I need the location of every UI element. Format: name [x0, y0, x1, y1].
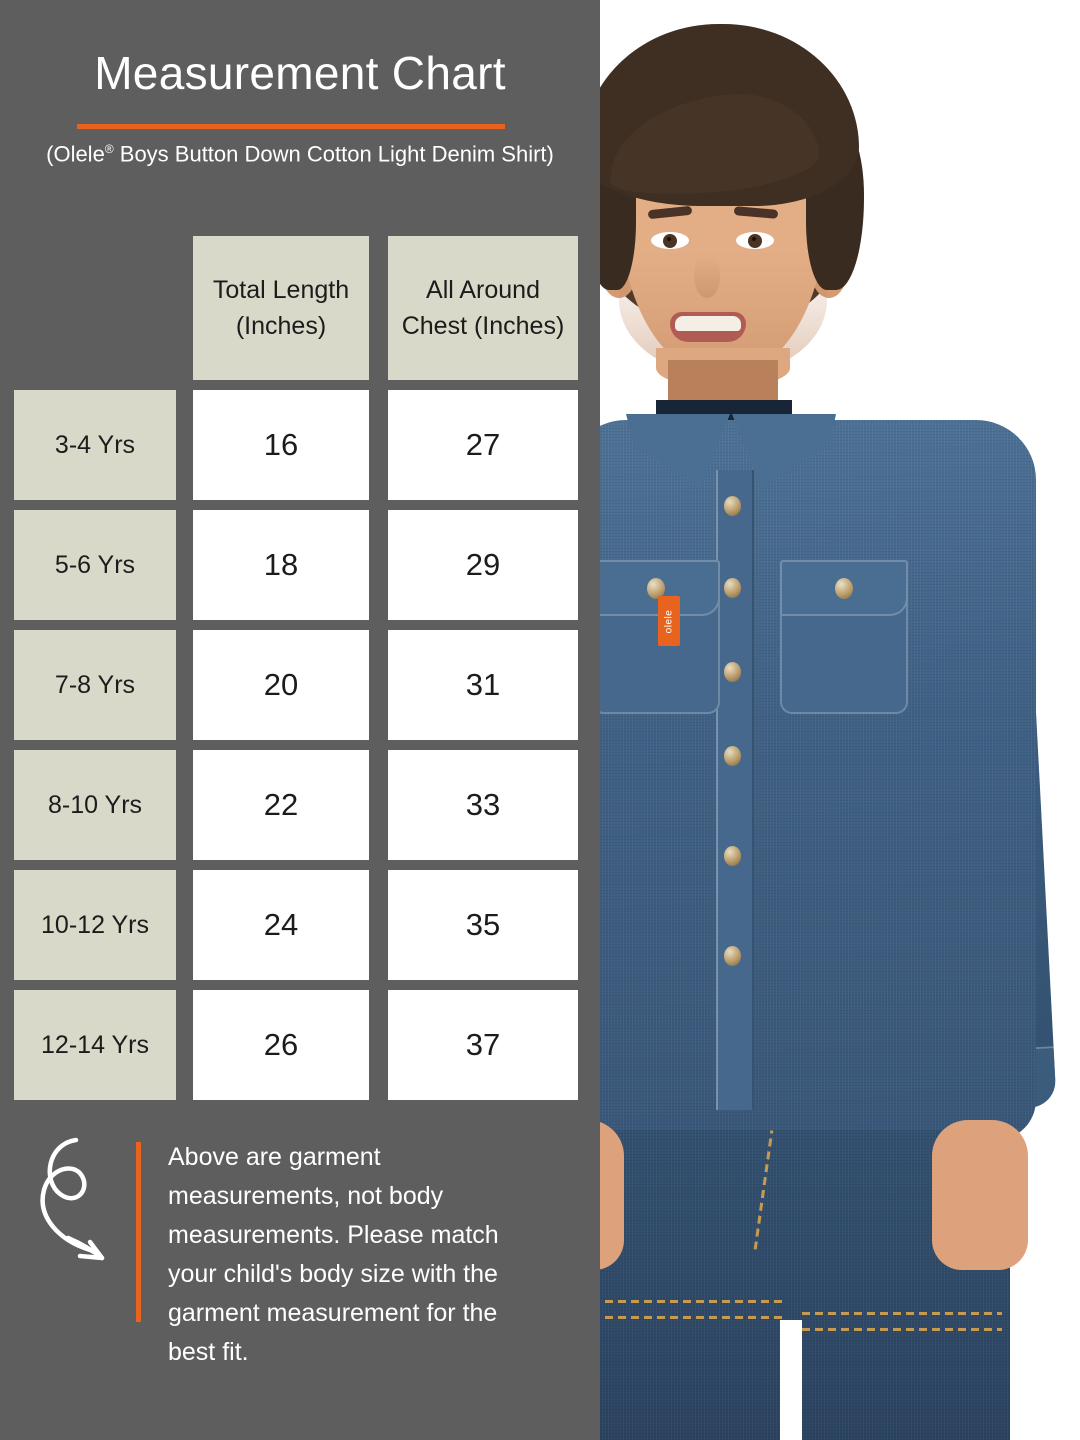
- table-row: 8-10 Yrs 22 33: [0, 750, 600, 860]
- title-underline-rule: [77, 124, 505, 129]
- table-row: 12-14 Yrs 26 37: [0, 990, 600, 1100]
- registered-trademark-icon: ®: [104, 142, 114, 156]
- cell-total-length: 22: [193, 750, 369, 860]
- jeans-knee-seam: [802, 1328, 1002, 1331]
- nose: [694, 256, 720, 298]
- cell-size: 7-8 Yrs: [14, 630, 176, 740]
- table-row: 7-8 Yrs 20 31: [0, 630, 600, 740]
- pupil-left: [663, 234, 677, 248]
- shirt-button: [724, 496, 741, 516]
- footnote-text: Above are garment measurements, not body…: [168, 1143, 499, 1366]
- jeans-leg-gap: [780, 1320, 802, 1440]
- child-model-illustration: olele: [600, 0, 1080, 1440]
- cell-total-length: 20: [193, 630, 369, 740]
- page-title: Measurement Chart: [94, 47, 506, 99]
- size-table: Total Length (Inches) All Around Chest (…: [0, 236, 600, 1110]
- pocket-button-left: [647, 578, 665, 599]
- cell-chest: 37: [388, 990, 578, 1100]
- cell-total-length: 24: [193, 870, 369, 980]
- mouth: [670, 312, 746, 342]
- jeans-knee-seam: [802, 1312, 1002, 1315]
- shirt-button: [724, 662, 741, 682]
- header-cell-all-around-chest: All Around Chest (Inches): [388, 236, 578, 380]
- shirt-button: [724, 946, 741, 966]
- header-total-length-line1: Total Length: [212, 276, 350, 304]
- denim-texture: [600, 420, 1036, 1140]
- brand-tab-label: olele: [663, 609, 675, 633]
- cell-total-length: 16: [193, 390, 369, 500]
- cell-chest: 35: [388, 870, 578, 980]
- shirt-button: [724, 578, 741, 598]
- cell-chest: 33: [388, 750, 578, 860]
- button-placket: [716, 470, 754, 1110]
- table-header-row: Total Length (Inches) All Around Chest (…: [0, 236, 600, 380]
- eye-left: [651, 232, 689, 249]
- shirt-button: [724, 746, 741, 766]
- table-row: 5-6 Yrs 18 29: [0, 510, 600, 620]
- cell-size: 10-12 Yrs: [14, 870, 176, 980]
- header-chest-line1: All Around: [426, 276, 540, 304]
- hand-left: [600, 1120, 624, 1270]
- jeans-knee-seam: [600, 1300, 782, 1303]
- subtitle-suffix: Boys Button Down Cotton Light Denim Shir…: [113, 141, 554, 167]
- cell-total-length: 26: [193, 990, 369, 1100]
- pupil-right: [748, 234, 762, 248]
- header-chest-line2: Chest (Inches): [401, 312, 565, 340]
- table-row: 10-12 Yrs 24 35: [0, 870, 600, 980]
- curly-arrow-icon: [40, 1137, 105, 1261]
- pocket-button-right: [835, 578, 853, 599]
- cell-chest: 31: [388, 630, 578, 740]
- cell-total-length: 18: [193, 510, 369, 620]
- footnote-block: Above are garment measurements, not body…: [0, 1128, 600, 1366]
- hand-right: [932, 1120, 1028, 1270]
- table-row: 3-4 Yrs 16 27: [0, 390, 600, 500]
- footnote-accent-bar: [136, 1142, 141, 1322]
- header-cell-size: [14, 236, 176, 380]
- product-subtitle: (Olele® Boys Button Down Cotton Light De…: [0, 133, 600, 170]
- chest-pocket-right: [780, 560, 908, 714]
- brand-tab: olele: [658, 596, 680, 646]
- product-photo: olele: [600, 0, 1080, 1440]
- cell-chest: 27: [388, 390, 578, 500]
- denim-shirt: [600, 420, 1036, 1140]
- cell-size: 5-6 Yrs: [14, 510, 176, 620]
- cell-size: 3-4 Yrs: [14, 390, 176, 500]
- subtitle-prefix: (Olele: [46, 141, 105, 167]
- header-total-length-line2: (Inches): [235, 312, 327, 340]
- shirt-button: [724, 846, 741, 866]
- jeans-knee-seam: [600, 1316, 782, 1319]
- teeth: [675, 316, 741, 331]
- header-cell-total-length: Total Length (Inches): [193, 236, 369, 380]
- cell-chest: 29: [388, 510, 578, 620]
- cell-size: 8-10 Yrs: [14, 750, 176, 860]
- cell-size: 12-14 Yrs: [14, 990, 176, 1100]
- eye-right: [736, 232, 774, 249]
